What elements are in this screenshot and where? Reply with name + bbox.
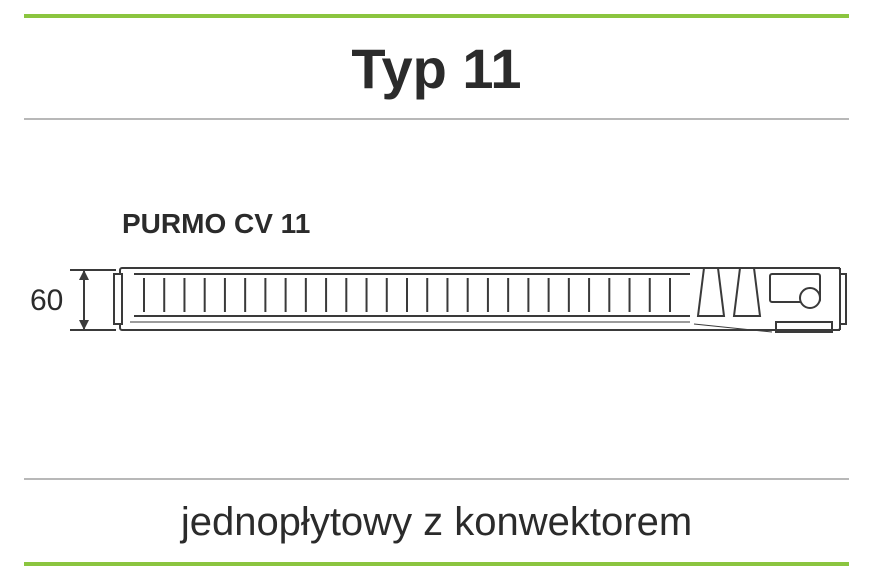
rule-top-green <box>24 14 849 18</box>
page-title: Typ 11 <box>0 36 873 101</box>
rule-under-title <box>24 118 849 120</box>
model-label: PURMO CV 11 <box>122 208 310 240</box>
radiator-diagram <box>24 256 854 366</box>
rule-above-subtitle <box>24 478 849 480</box>
page-subtitle: jednopłytowy z konwektorem <box>0 500 873 545</box>
rule-bottom-green <box>24 562 849 566</box>
page: Typ 11 PURMO CV 11 60 jednopłytowy z kon… <box>0 0 873 580</box>
